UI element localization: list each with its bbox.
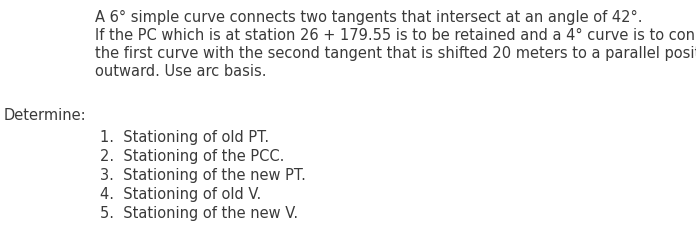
Text: If the PC which is at station 26 + 179.55 is to be retained and a 4° curve is to: If the PC which is at station 26 + 179.5… — [95, 28, 696, 43]
Text: Determine:: Determine: — [4, 108, 86, 123]
Text: 2.  Stationing of the PCC.: 2. Stationing of the PCC. — [100, 149, 285, 164]
Text: 5.  Stationing of the new V.: 5. Stationing of the new V. — [100, 206, 298, 221]
Text: outward. Use arc basis.: outward. Use arc basis. — [95, 64, 267, 79]
Text: the first curve with the second tangent that is shifted 20 meters to a parallel : the first curve with the second tangent … — [95, 46, 696, 61]
Text: 4.  Stationing of old V.: 4. Stationing of old V. — [100, 187, 261, 202]
Text: A 6° simple curve connects two tangents that intersect at an angle of 42°.: A 6° simple curve connects two tangents … — [95, 10, 642, 25]
Text: 1.  Stationing of old PT.: 1. Stationing of old PT. — [100, 130, 269, 145]
Text: 3.  Stationing of the new PT.: 3. Stationing of the new PT. — [100, 168, 306, 183]
